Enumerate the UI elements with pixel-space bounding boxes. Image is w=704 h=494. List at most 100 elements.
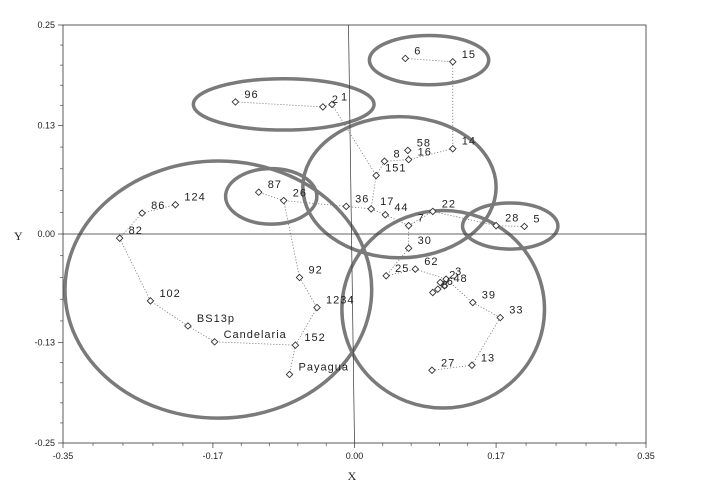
point-pCandelaria [210,338,219,346]
x-tick-label: -0.17 [203,451,224,461]
point-label-p92: 92 [309,264,323,276]
point-label-p13: 13 [481,352,495,364]
point-p39 [468,298,477,307]
point-p7 [404,221,413,230]
link-p17-p36 [346,206,372,210]
point-label-p17: 17 [380,196,394,208]
point-p30 [404,244,413,253]
point-label-p15: 15 [462,49,476,61]
point-p1 [328,100,336,109]
point-p87 [254,188,263,197]
x-tick-label: 0.00 [346,451,364,461]
y-axis-label: Y [14,229,23,243]
point-label-p2: 2 [332,94,339,106]
link-lines [119,58,525,375]
axis-ticks: -0.35 -0.17 0.00 0.17 0.35 0.25 0.13 0.00 -0.13 -… [34,20,654,461]
x-tick-label: 0.35 [637,451,655,461]
link-p6-p15 [405,58,453,63]
point-p6b [433,285,442,294]
point-label-p1234: 1234 [326,295,354,307]
point-label-p86: 86 [151,200,165,212]
point-label-p36: 36 [355,193,369,205]
group-ellipse-g-28-5 [460,201,560,251]
group-ellipses [63,33,560,420]
x-tick-label: 0.17 [487,451,505,461]
point-label-pPayagua: Payagua [299,361,349,373]
x-tick-label: -0.35 [53,451,74,461]
point-label-p58: 58 [417,137,431,149]
point-p152 [291,341,300,350]
point-p3 [442,275,450,283]
link-p33-p13 [471,317,501,366]
point-pPayagua [285,370,294,379]
point-label-p62: 62 [424,256,438,268]
point-label-p16: 16 [418,147,432,159]
point-label-p28: 28 [505,213,519,225]
point-p28 [492,221,500,230]
point-p1234 [313,303,321,312]
link-p62-p3 [415,268,447,280]
point-p151 [372,171,380,180]
point-label-p26: 26 [293,188,307,200]
point-label-p8b: 8 [442,280,449,292]
x-axis-label: X [348,469,357,483]
y-tick-label: -0.25 [34,438,55,448]
link-p44-p7 [385,214,409,227]
point-p22 [428,207,437,216]
link-p82-p86 [119,212,143,239]
group-ellipse-g-96-2-1 [191,77,376,132]
link-p152-pPayagua [289,345,296,375]
point-label-p152: 152 [304,332,325,344]
link-p13-p27 [431,364,472,371]
point-p27 [428,366,436,375]
point-p25 [382,271,390,280]
point-p58 [403,146,412,155]
point-p17 [367,205,375,213]
point-p5 [520,222,529,231]
group-ellipse-g-lower-right [340,208,547,410]
y-tick-label: -0.13 [34,338,55,348]
data-points [115,54,529,379]
link-p96-p2 [235,101,323,108]
point-pBS13p [184,322,192,330]
link-p39-p33 [472,302,501,318]
point-label-p5: 5 [533,213,540,225]
point-p86 [138,209,146,217]
point-label-p1: 1 [341,91,348,103]
point-label-p14: 14 [462,136,476,148]
point-label-p6b: 6 [447,276,454,288]
point-p8b [428,288,437,297]
group-ellipse-g-left [63,159,374,420]
group-ellipse-g-central [301,114,498,260]
link-p25-p62 [386,268,416,277]
link-p1234-p152 [295,307,318,346]
link-p151-p17 [370,175,377,209]
point-label-p102: 102 [159,288,180,300]
point-p8 [380,157,389,166]
link-p8-p16 [384,159,409,162]
group-ellipse-g-6-15 [367,33,491,87]
point-label-p82: 82 [129,225,143,237]
point-p82 [115,234,124,243]
point-label-p3: 3 [455,266,462,278]
point-label-p44: 44 [394,202,408,214]
point-p2b [436,278,445,287]
y-tick-label: 0.13 [37,120,55,130]
point-label-p96: 96 [244,89,258,101]
point-label-pBS13p: BS13p [197,313,235,325]
y-tick-label: 0.00 [37,229,55,239]
link-pCandelaria-pBS13p [187,325,215,343]
point-label-p22: 22 [442,198,456,210]
point-p16 [404,155,413,164]
point-p14 [448,144,457,153]
point-label-p27: 27 [441,357,455,369]
point-label-p87: 87 [268,179,282,191]
point-p36 [342,202,351,211]
zero-line-vertical [348,24,355,444]
point-label-p33: 33 [509,305,523,317]
point-p44 [381,210,390,219]
point-label-pCandelaria: Candelaria [224,329,287,341]
point-label-p25: 25 [395,263,409,275]
